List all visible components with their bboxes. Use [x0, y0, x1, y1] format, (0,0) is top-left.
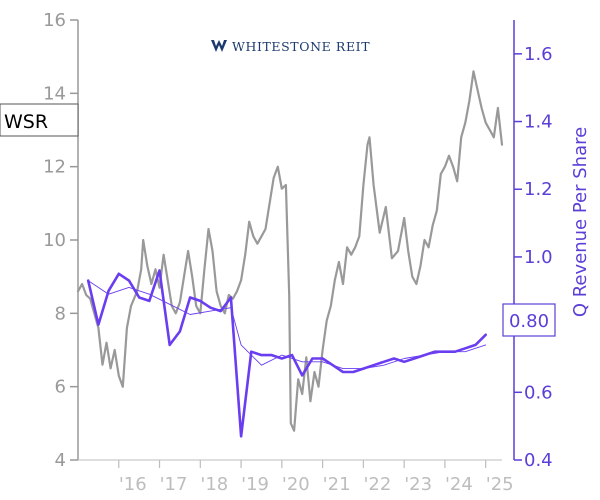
price-line: [76, 70, 504, 432]
x-tick-label: '22: [363, 474, 391, 495]
revenue-line: [86, 269, 487, 438]
right-tick-label: 0.4: [524, 450, 553, 471]
right-axis-label: Q Revenue Per Share: [570, 127, 591, 317]
right-tick-label: 1.6: [524, 44, 553, 65]
ticker-label: WSR: [4, 111, 48, 133]
left-tick-label: 16: [43, 10, 66, 31]
left-tick-label: 4: [55, 450, 66, 471]
whitestone-w-logo-icon: [211, 40, 227, 52]
right-tick-label: 1.2: [524, 179, 553, 200]
right-tick-label: 1.0: [524, 247, 553, 268]
x-tick-label: '18: [200, 474, 228, 495]
logo-text: WHITESTONE REIT: [232, 39, 370, 54]
x-tick-label: '25: [486, 474, 514, 495]
whitestone-logo: WHITESTONE REIT: [211, 39, 370, 54]
left-tick-label: 12: [43, 157, 66, 178]
x-tick-label: '17: [160, 474, 188, 495]
left-tick-label: 10: [43, 230, 66, 251]
ticker-box: WSR: [0, 103, 79, 137]
x-tick-label: '23: [404, 474, 432, 495]
latest-revenue-label: 0.80: [509, 311, 549, 332]
x-tick-label: '20: [282, 474, 310, 495]
left-tick-label: 14: [43, 83, 66, 104]
price-series: [76, 70, 504, 432]
right-axis: 0.40.60.81.01.21.41.6: [513, 20, 553, 471]
left-axis: 4 6 8 10 12 14 16: [43, 10, 79, 471]
latest-revenue-badge: 0.80: [502, 303, 556, 337]
revenue-series: [86, 269, 487, 438]
left-tick-label: 6: [55, 377, 66, 398]
right-tick-label: 1.4: [524, 112, 553, 133]
left-tick-label: 8: [55, 303, 66, 324]
right-tick-label: 0.6: [524, 382, 553, 403]
x-axis: '16 '17 '18 '19 '20 '21 '22 '23 '24 '25: [78, 459, 514, 495]
x-tick-label: '24: [445, 474, 473, 495]
x-tick-label: '19: [241, 474, 269, 495]
x-tick-label: '21: [323, 474, 351, 495]
x-tick-label: '16: [119, 474, 147, 495]
